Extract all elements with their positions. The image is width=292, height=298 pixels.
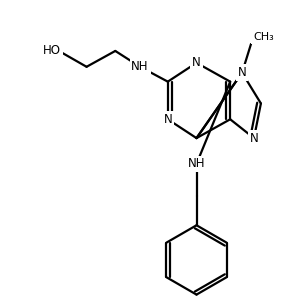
Text: HO: HO bbox=[43, 44, 61, 58]
Text: N: N bbox=[238, 66, 246, 79]
Text: N: N bbox=[250, 132, 258, 145]
Text: CH₃: CH₃ bbox=[253, 32, 274, 42]
Text: NH: NH bbox=[188, 157, 205, 170]
Text: NH: NH bbox=[131, 60, 149, 73]
Text: N: N bbox=[164, 113, 172, 126]
Text: N: N bbox=[192, 56, 201, 69]
